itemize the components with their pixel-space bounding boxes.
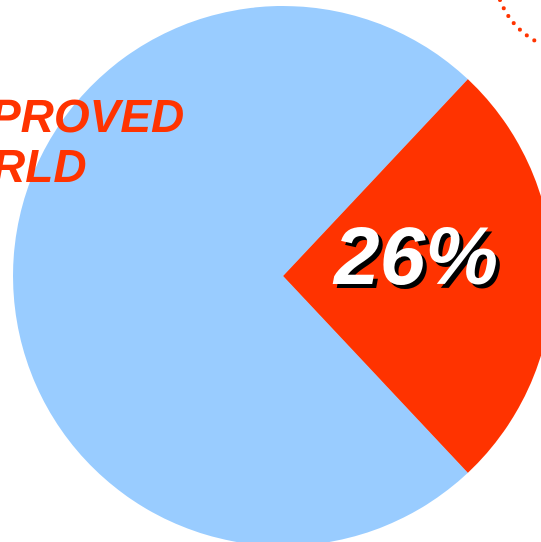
pie-slice-2 xyxy=(13,6,468,542)
slice-label: 26% xyxy=(332,211,498,302)
pie-slices xyxy=(13,6,541,542)
pie-slice-1 xyxy=(283,79,541,473)
partial-label-line-2: RLD xyxy=(0,140,87,192)
dotted-arc-decoration xyxy=(498,0,541,46)
slice-label-shadow: 26% xyxy=(336,215,502,306)
partial-label-line-1: PROVED xyxy=(0,90,184,142)
